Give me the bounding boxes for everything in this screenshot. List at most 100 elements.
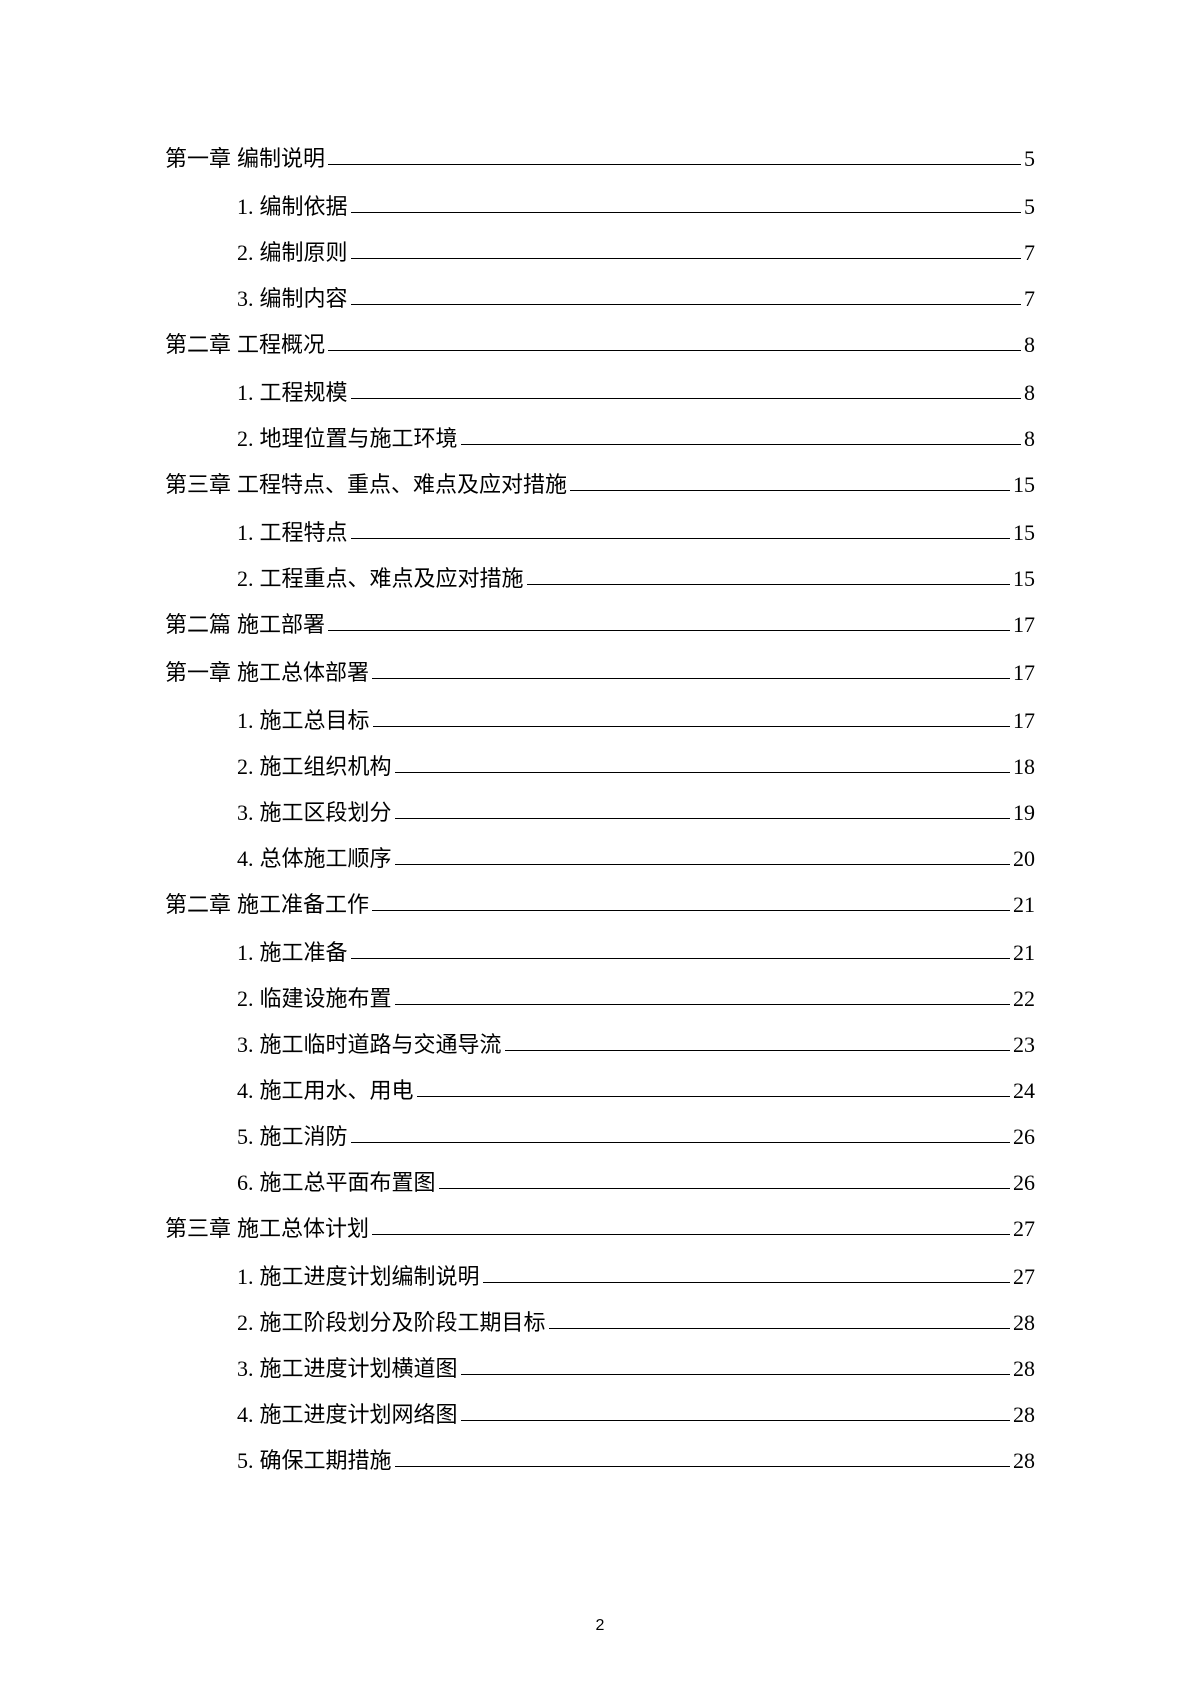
- toc-page: 24: [1013, 1080, 1035, 1102]
- toc-leader: [461, 1374, 1010, 1375]
- toc-title: 工程特点、重点、难点及应对措施: [237, 474, 567, 496]
- toc-num: 2.: [237, 242, 254, 264]
- toc-page: 19: [1013, 802, 1035, 824]
- toc-page: 15: [1013, 474, 1035, 496]
- toc-page: 17: [1013, 662, 1035, 684]
- toc-leader: [351, 958, 1010, 959]
- toc-row: 3.施工临时道路与交通导流23: [165, 1034, 1035, 1056]
- toc-row: 5.施工消防26: [165, 1126, 1035, 1148]
- toc-row: 2. 编制原则 7: [165, 242, 1035, 264]
- toc-title: 施工用水、用电: [260, 1080, 414, 1102]
- toc-row: 1. 工程规模 8: [165, 382, 1035, 404]
- toc-row: 1. 施工总目标 17: [165, 710, 1035, 732]
- toc-row: 6.施工总平面布置图26: [165, 1172, 1035, 1194]
- toc-page: 21: [1013, 942, 1035, 964]
- toc-leader: [328, 630, 1010, 631]
- toc-page: 18: [1013, 756, 1035, 778]
- toc-row: 2.工程重点、难点及应对措施15: [165, 568, 1035, 590]
- toc-page: 17: [1013, 710, 1035, 732]
- toc-leader: [351, 538, 1010, 539]
- toc-num: 4.: [237, 1080, 254, 1102]
- toc-num: 第二篇: [165, 614, 231, 636]
- toc-title: 施工准备工作: [237, 894, 369, 916]
- toc-leader: [549, 1328, 1010, 1329]
- toc-title: 施工阶段划分及阶段工期目标: [260, 1312, 546, 1334]
- toc-leader: [328, 350, 1021, 351]
- toc-page: 5: [1024, 148, 1035, 170]
- toc-num: 3.: [237, 1358, 254, 1380]
- toc-title: 施工进度计划横道图: [260, 1358, 458, 1380]
- toc-num: 6.: [237, 1172, 254, 1194]
- toc-title: 施工总体计划: [237, 1218, 369, 1240]
- toc-row: 第二篇施工部署17: [165, 614, 1035, 636]
- toc-num: 1.: [237, 382, 254, 404]
- toc-row: 1.编制依据5: [165, 196, 1035, 218]
- toc-num: 4.: [237, 1404, 254, 1426]
- toc-row: 2.施工阶段划分及阶段工期目标28: [165, 1312, 1035, 1334]
- toc-title: 施工区段划分: [260, 802, 392, 824]
- toc-num: 1.: [237, 710, 254, 732]
- toc-leader: [527, 584, 1010, 585]
- page-number: 2: [0, 1617, 1200, 1635]
- toc-page: 8: [1024, 428, 1035, 450]
- toc-row: 4. 施工用水、用电 24: [165, 1080, 1035, 1102]
- toc-num: 第二章: [165, 334, 231, 356]
- toc-leader: [372, 678, 1010, 679]
- toc-title: 编制原则: [260, 242, 348, 264]
- toc-row: 2. 临建设施布置 22: [165, 988, 1035, 1010]
- toc-row: 3.编制内容7: [165, 288, 1035, 310]
- toc-num: 2.: [237, 1312, 254, 1334]
- toc-num: 5.: [237, 1126, 254, 1148]
- toc-title: 临建设施布置: [260, 988, 392, 1010]
- toc-leader: [395, 1466, 1010, 1467]
- toc-title: 地理位置与施工环境: [260, 428, 458, 450]
- toc-row: 1.施工准备21: [165, 942, 1035, 964]
- toc-num: 1.: [237, 522, 254, 544]
- toc-page: 8: [1024, 334, 1035, 356]
- toc-page: 5: [1024, 196, 1035, 218]
- toc-title: 施工总目标: [260, 710, 370, 732]
- toc-title: 编制说明: [237, 148, 325, 170]
- toc-num: 2.: [237, 756, 254, 778]
- toc-leader: [461, 444, 1021, 445]
- toc-page: 21: [1013, 894, 1035, 916]
- toc-row: 5.确保工期措施28: [165, 1450, 1035, 1472]
- toc-page: 26: [1013, 1172, 1035, 1194]
- toc-page: 28: [1013, 1358, 1035, 1380]
- toc-num: 第二章: [165, 894, 231, 916]
- toc-num: 2.: [237, 988, 254, 1010]
- toc-title: 总体施工顺序: [260, 848, 392, 870]
- toc-leader: [395, 772, 1010, 773]
- toc-title: 施工总体部署: [237, 662, 369, 684]
- toc-title: 工程概况: [237, 334, 325, 356]
- toc-leader: [372, 910, 1010, 911]
- toc-page: 22: [1013, 988, 1035, 1010]
- toc-title: 施工准备: [260, 942, 348, 964]
- toc-title: 确保工期措施: [260, 1450, 392, 1472]
- toc-num: 3.: [237, 288, 254, 310]
- toc-num: 5.: [237, 1450, 254, 1472]
- toc-page: 8: [1024, 382, 1035, 404]
- toc-leader: [351, 304, 1021, 305]
- toc-row: 第二章施工准备工作 21: [165, 894, 1035, 916]
- toc-row: 1.施工进度计划编制说明27: [165, 1266, 1035, 1288]
- toc-page: 7: [1024, 242, 1035, 264]
- toc-row: 第二章工程概况 8: [165, 334, 1035, 356]
- toc-page: 7: [1024, 288, 1035, 310]
- toc-title: 编制依据: [260, 196, 348, 218]
- toc-num: 3.: [237, 1034, 254, 1056]
- toc-page: 26: [1013, 1126, 1035, 1148]
- toc-page: 28: [1013, 1404, 1035, 1426]
- toc-leader: [373, 726, 1010, 727]
- toc-page: 17: [1013, 614, 1035, 636]
- toc-leader: [372, 1234, 1010, 1235]
- toc-title: 工程规模: [260, 382, 348, 404]
- toc-row: 4.总体施工顺序20: [165, 848, 1035, 870]
- toc-num: 1.: [237, 1266, 254, 1288]
- toc-page: 15: [1013, 522, 1035, 544]
- toc-leader: [351, 258, 1021, 259]
- toc-leader: [395, 1004, 1010, 1005]
- toc-num: 第三章: [165, 474, 231, 496]
- toc-leader: [483, 1282, 1010, 1283]
- toc-row: 第三章工程特点、重点、难点及应对措施 15: [165, 474, 1035, 496]
